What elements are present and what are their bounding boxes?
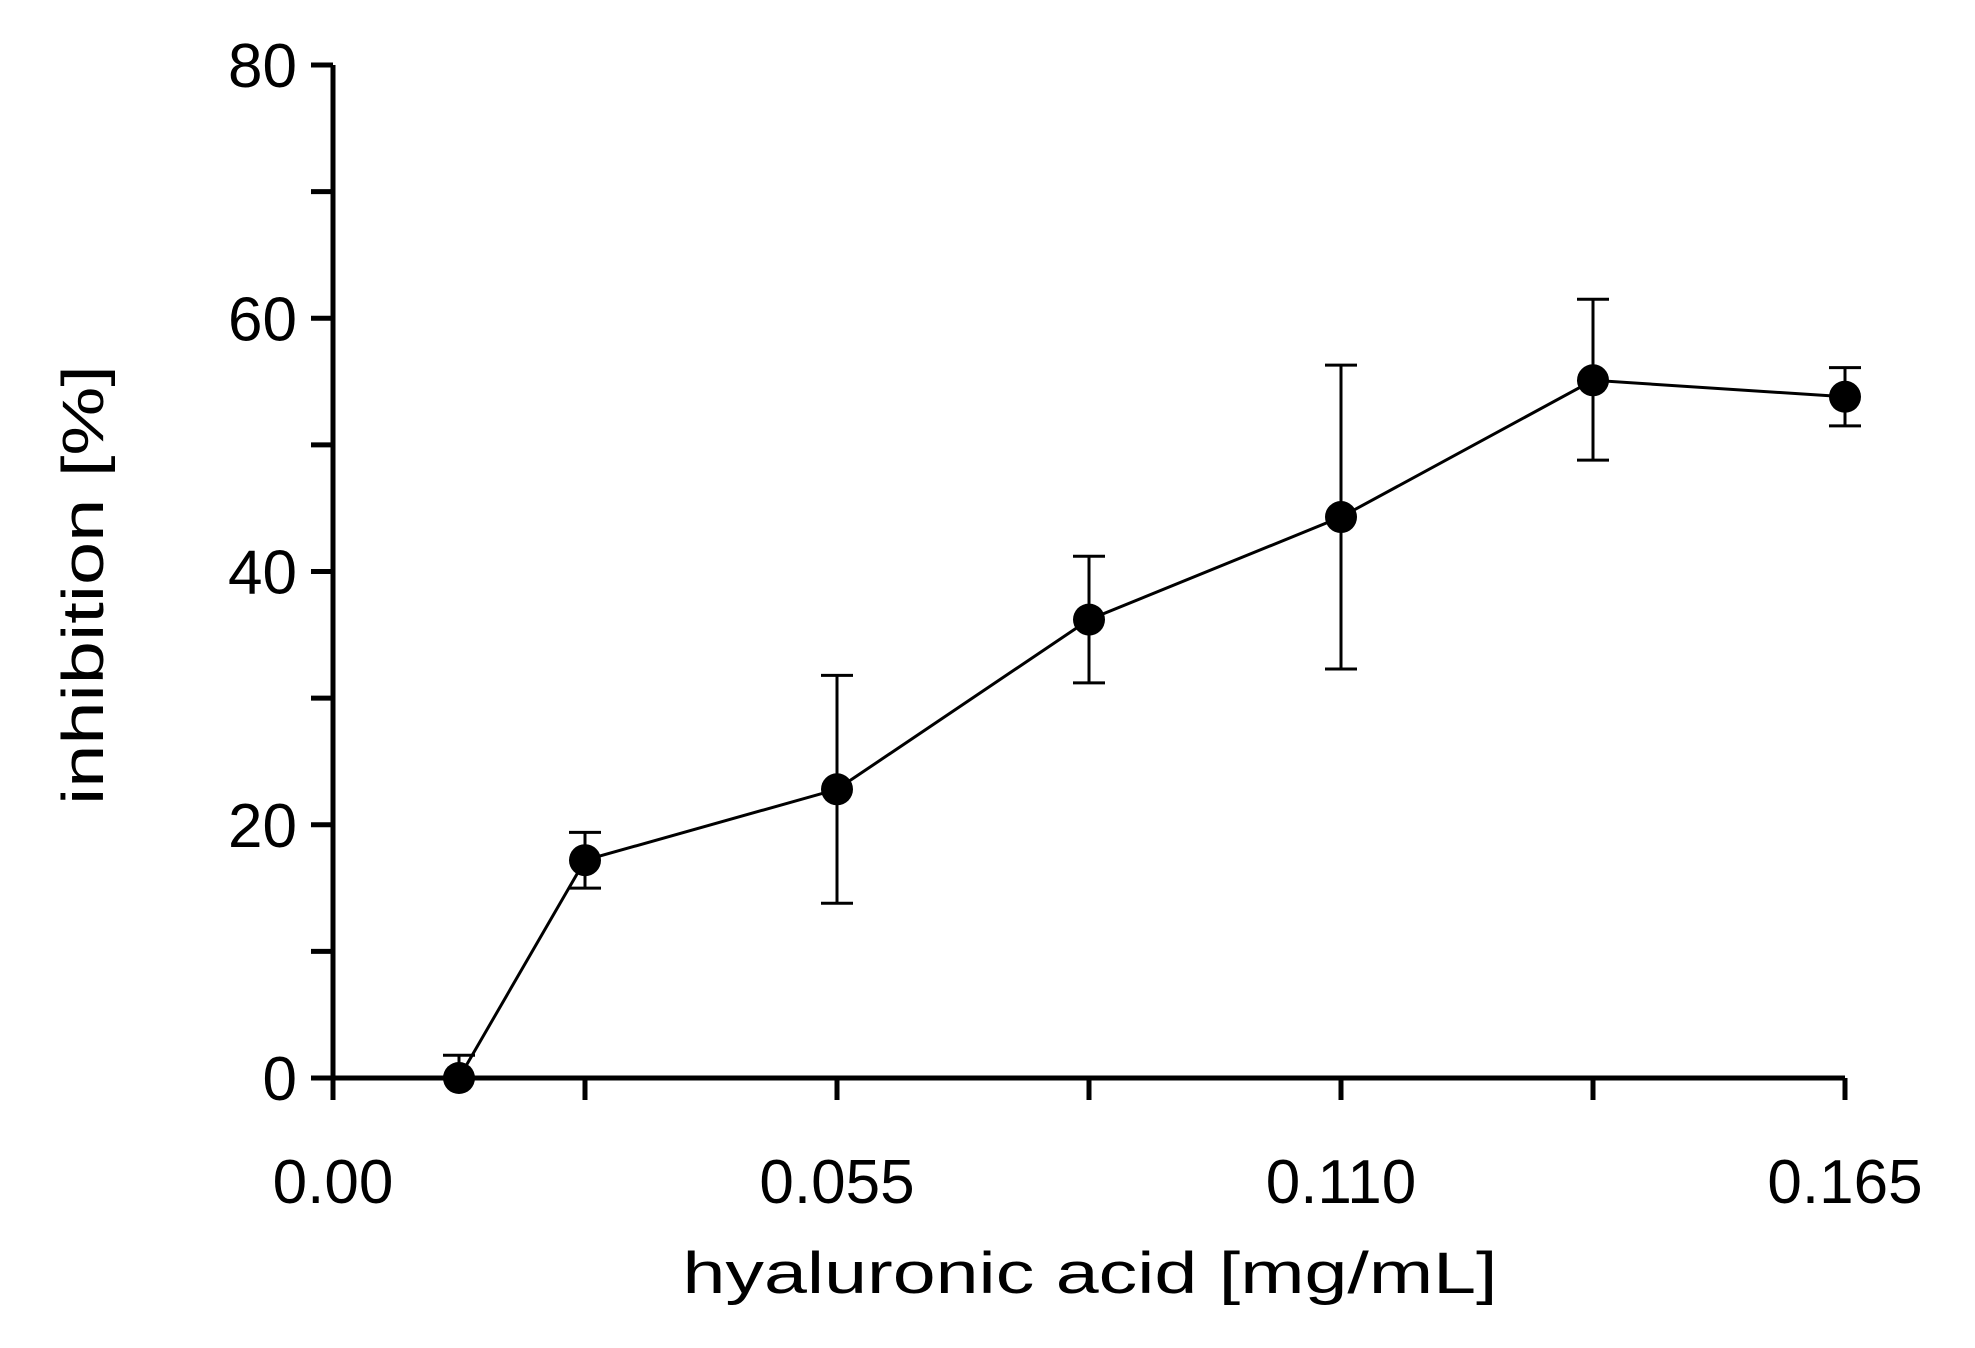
data-point [1325,501,1357,534]
y-tick-label: 0 [263,1045,297,1114]
x-tick-label: 0.165 [1767,1148,1922,1217]
series-line [457,378,1846,1079]
y-tick-label: 40 [228,539,297,608]
data-point [1577,364,1609,397]
x-axis-title: hyaluronic acid [mg/mL] [683,1241,1498,1306]
y-tick-label: 80 [228,32,297,101]
y-tick-labels: 0 20 40 60 80 [228,32,297,1114]
y-tick-label: 20 [228,792,297,861]
x-ticks [330,1078,1848,1100]
data-point [443,1062,475,1094]
error-bars [443,297,1861,1080]
data-points [443,364,1861,1094]
data-point [1073,603,1105,636]
y-tick-label: 60 [228,285,297,354]
data-point [821,773,853,806]
x-tick-label: 0.110 [1266,1148,1417,1217]
x-tick-label: 0.055 [759,1148,914,1217]
x-tick-labels: 0.00 0.055 0.110 0.165 [273,1148,1923,1217]
y-ticks [311,62,333,1081]
series-lines [457,378,1846,1079]
data-point [569,844,601,877]
x-tick-label: 0.00 [273,1148,394,1217]
data-point [1829,380,1861,413]
y-axis-title: inhibition [%] [51,365,116,805]
